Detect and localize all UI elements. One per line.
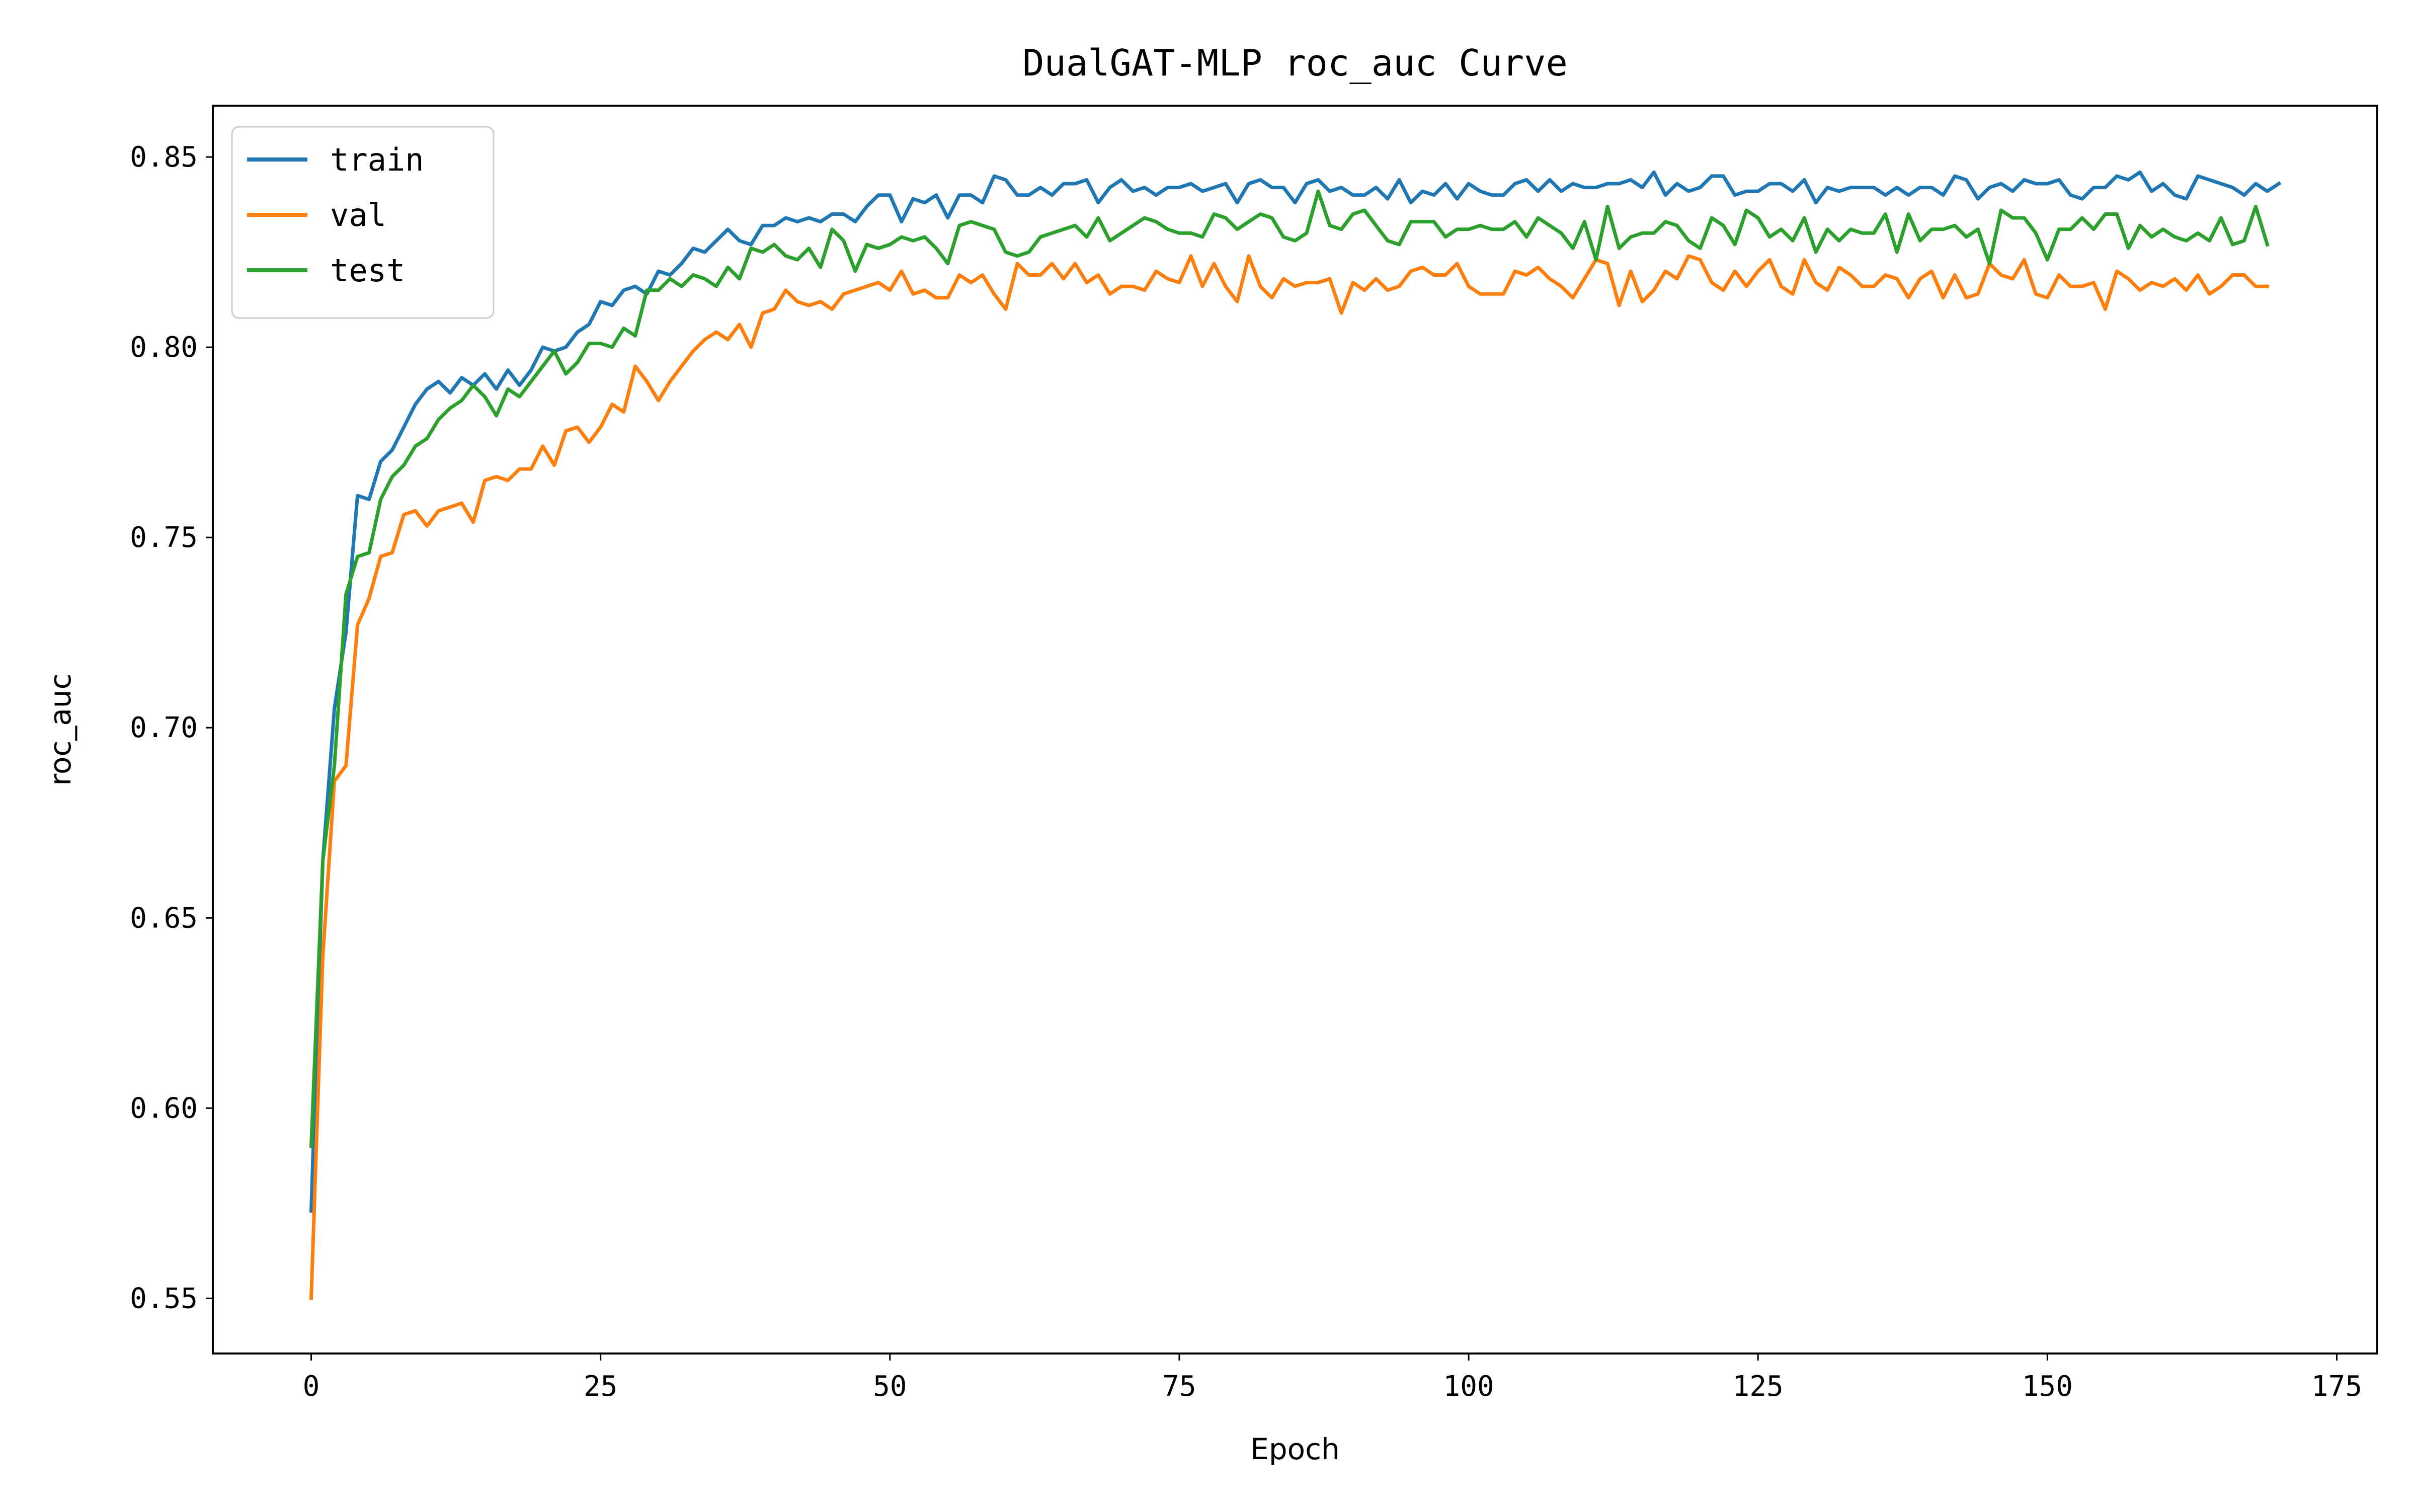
x-tick-label: 0	[303, 1370, 320, 1403]
y-tick-label: 0.75	[130, 521, 198, 554]
x-tick-label: 125	[1733, 1370, 1784, 1403]
legend: train val test	[231, 126, 495, 319]
axes-frame	[212, 105, 2378, 1355]
x-axis-label: Epoch	[1250, 1432, 1340, 1466]
y-tick-label: 0.60	[130, 1092, 198, 1125]
x-tick-label: 50	[873, 1370, 907, 1403]
series-line-val	[309, 254, 2269, 1301]
y-tick-label: 0.55	[130, 1282, 198, 1315]
y-axis: 0.55 0.60 0.65 0.70 0.75 0.80 0.85	[130, 141, 213, 1315]
legend-label-val: val	[330, 197, 386, 233]
y-tick-label: 0.65	[130, 902, 198, 934]
x-tick-label: 175	[2311, 1370, 2362, 1403]
plot-area	[309, 170, 2282, 1301]
y-tick-label: 0.70	[130, 711, 198, 744]
chart-title: DualGAT-MLP roc_auc Curve	[1022, 42, 1568, 84]
y-axis-label: roc_auc	[43, 673, 77, 785]
legend-label-test: test	[330, 252, 405, 289]
y-tick-label: 0.80	[130, 331, 198, 364]
x-tick-label: 100	[1443, 1370, 1494, 1403]
y-tick-label: 0.85	[130, 141, 198, 174]
series-line-test	[309, 189, 2270, 1148]
legend-label-train: train	[330, 141, 424, 178]
series-line-train	[309, 170, 2282, 1213]
x-axis: 0 25 50 75 100 125 150 175	[303, 1354, 2362, 1403]
x-tick-label: 25	[584, 1370, 617, 1403]
x-tick-label: 150	[2022, 1370, 2073, 1403]
x-tick-label: 75	[1162, 1370, 1196, 1403]
